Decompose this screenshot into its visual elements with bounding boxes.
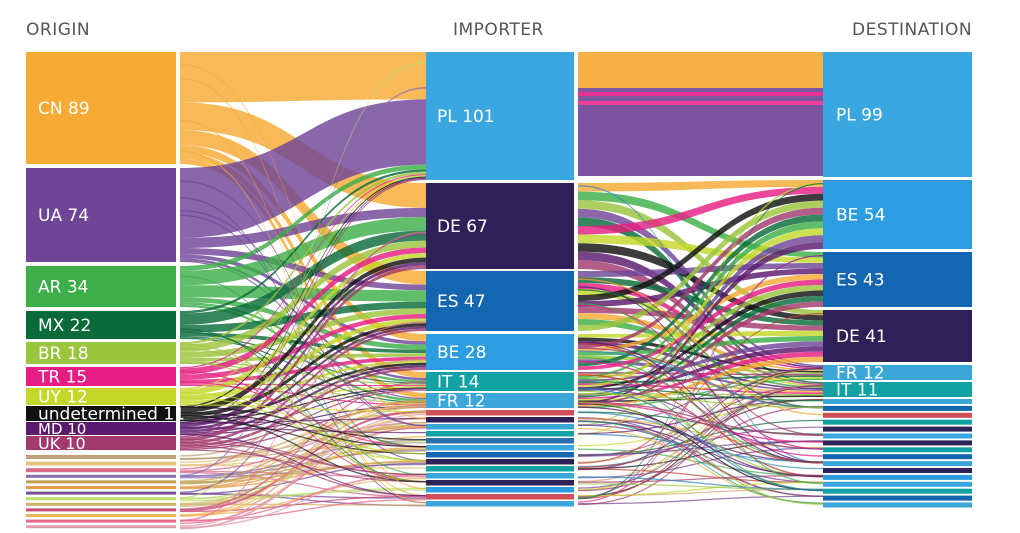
importer-node — [426, 52, 574, 180]
origin-minor-node — [26, 468, 176, 473]
importer-minor-node — [426, 466, 574, 472]
destination-minor-node — [823, 488, 972, 494]
destination-minor-node — [823, 474, 972, 480]
destination-minor-node — [823, 447, 972, 453]
origin-node-label: UK 10 — [38, 434, 86, 453]
importer-column-header: IMPORTER — [453, 20, 544, 40]
destination-minor-node — [823, 433, 972, 439]
destination-node — [823, 382, 972, 397]
destination-minor-node — [823, 399, 972, 404]
importer-node-label: PL 101 — [437, 107, 495, 127]
importer-node-label: DE 67 — [437, 217, 488, 237]
destination-node-label: PL 99 — [836, 106, 883, 126]
origin-minor-node — [26, 474, 176, 478]
importer-node-label: ES 47 — [437, 292, 486, 312]
destination-node-label: DE 41 — [836, 327, 887, 347]
origin-minor-node — [26, 508, 176, 512]
origin-node — [26, 388, 176, 405]
origin-minor-node — [26, 486, 176, 489]
importer-minor-node — [426, 473, 574, 479]
importer-minor-node — [426, 438, 574, 444]
destination-node-label: ES 43 — [836, 271, 885, 291]
importer-minor-node — [426, 445, 574, 451]
destination-node — [823, 310, 972, 362]
importer-node-label: FR 12 — [437, 392, 486, 412]
importer-minor-node — [426, 424, 574, 430]
origin-column-header: ORIGIN — [26, 20, 91, 40]
destination-minor-node — [823, 419, 972, 425]
importer-node — [426, 334, 574, 370]
origin-minor-node — [26, 461, 176, 466]
importer-minor-node — [426, 410, 574, 416]
origin-node-label: UA 74 — [38, 206, 89, 226]
destination-minor-node — [823, 502, 972, 508]
origin-node — [26, 266, 176, 307]
origin-node — [26, 168, 176, 262]
origin-minor-node — [26, 502, 176, 506]
origin-node — [26, 342, 176, 364]
origin-minor-node — [26, 491, 176, 495]
origin-node — [26, 311, 176, 339]
origin-node-label: TR 15 — [37, 368, 87, 388]
destination-node — [823, 252, 972, 307]
destination-minor-node — [823, 461, 972, 467]
destination-minor-node — [823, 468, 972, 473]
origin-node — [26, 52, 176, 164]
importer-node — [426, 393, 574, 408]
importer-node-label: BE 28 — [437, 343, 486, 363]
destination-minor-node — [823, 454, 972, 460]
origin-node-label: undetermined 11 — [38, 405, 185, 425]
destination-minor-node — [823, 426, 972, 432]
origin-node-label: CN 89 — [38, 99, 90, 119]
importer-minor-node — [426, 501, 574, 507]
importer-minor-node — [426, 452, 574, 458]
importer-node — [426, 183, 574, 269]
origin-node-label: MD 10 — [38, 420, 86, 438]
importer-minor-node — [426, 494, 574, 500]
origin-minor-node — [26, 480, 176, 484]
importer-node — [426, 271, 574, 331]
origin-node — [26, 436, 176, 450]
origin-node — [26, 406, 176, 421]
origin-node-label: UY 12 — [38, 388, 88, 408]
origin-node-label: AR 34 — [38, 278, 88, 298]
destination-node — [823, 52, 972, 177]
destination-minor-node — [823, 495, 972, 501]
destination-minor-node — [823, 481, 972, 487]
destination-node-label: IT 11 — [836, 381, 878, 401]
origin-node — [26, 422, 176, 435]
importer-minor-node — [426, 480, 574, 486]
importer-minor-node — [426, 487, 574, 493]
importer-node-label: IT 14 — [437, 373, 479, 393]
origin-minor-node — [26, 525, 176, 529]
destination-column-header: DESTINATION — [852, 20, 973, 40]
origin-node-label: BR 18 — [38, 344, 89, 364]
destination-node — [823, 180, 972, 249]
destination-minor-node — [823, 405, 972, 411]
origin-node — [26, 367, 176, 386]
origin-minor-node — [26, 514, 176, 517]
importer-node — [426, 372, 574, 391]
destination-node-label: FR 12 — [836, 364, 885, 384]
destination-minor-node — [823, 440, 972, 446]
origin-minor-node — [26, 519, 176, 523]
destination-node — [823, 365, 972, 380]
importer-minor-node — [426, 417, 574, 423]
destination-minor-node — [823, 412, 972, 418]
destination-node-label: BE 54 — [836, 206, 885, 226]
origin-minor-node — [26, 455, 176, 459]
origin-minor-node — [26, 497, 176, 501]
importer-minor-node — [426, 459, 574, 465]
importer-minor-node — [426, 431, 574, 437]
origin-node-label: MX 22 — [38, 316, 91, 336]
